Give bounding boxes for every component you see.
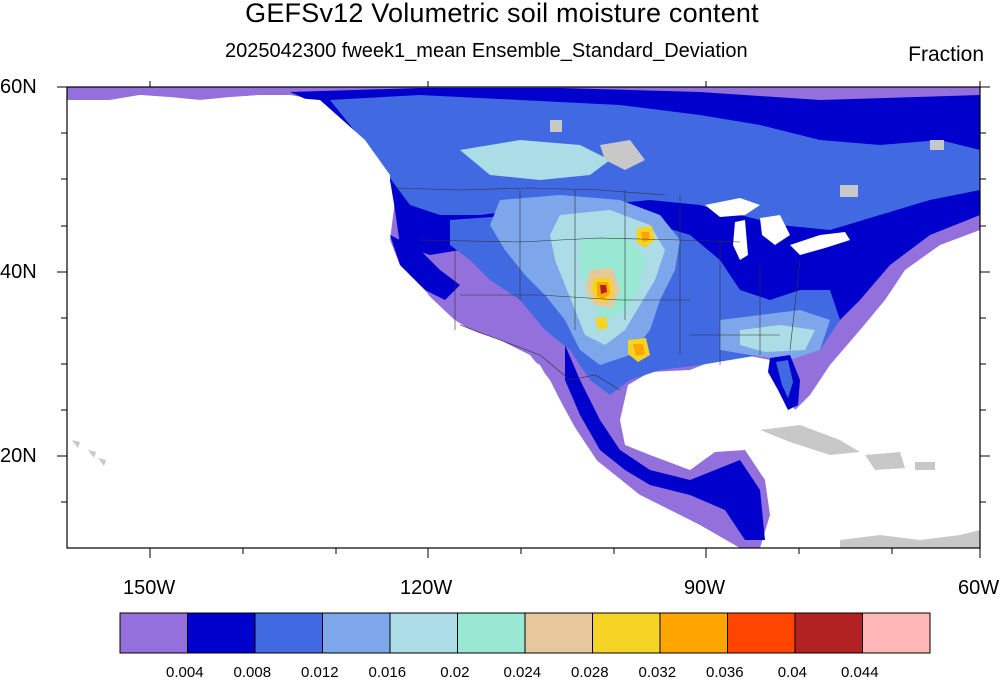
colorbar-tick-label: 0.004	[166, 664, 204, 681]
red-spot-colorado	[600, 285, 607, 294]
lon-ticks	[149, 81, 981, 558]
aqua-region-north	[460, 140, 610, 180]
blue-region-mexico	[565, 345, 765, 540]
colorbar-tick-label: 0.008	[233, 664, 272, 681]
colorbar-swatch	[187, 612, 256, 654]
lat-ticks	[57, 86, 990, 503]
colorbar-swatch	[592, 612, 661, 654]
orange-spot-nebraska	[641, 232, 650, 242]
colorbar-tick-label: 0.012	[301, 664, 339, 681]
gray-patch-canada-2	[930, 140, 944, 150]
lat-label-60n: 60N	[0, 76, 37, 98]
south-america-coast	[840, 530, 980, 548]
pacific-ocean	[67, 95, 740, 548]
lake-erie-ontario	[790, 232, 850, 255]
lon-label-150w: 150W	[123, 577, 176, 599]
gray-patch-canada-1	[840, 185, 858, 197]
map-title: GEFSv12 Volumetric soil moisture content	[245, 0, 759, 28]
colorbar-tick-label: 0.028	[571, 664, 609, 681]
colorbar-tick-label: 0.032	[638, 664, 677, 681]
colorbar-swatch	[322, 612, 391, 654]
colorbar-tick-label: 0.04	[777, 664, 807, 681]
gulf-of-mexico	[632, 372, 790, 455]
lon-label-60w: 60W	[958, 577, 1000, 599]
map-subtitle: 2025042300 fweek1_mean Ensemble_Standard…	[225, 40, 748, 62]
puerto-rico	[915, 462, 935, 470]
colorbar-tick-label: 0.02	[440, 664, 470, 681]
florida-inner	[776, 360, 793, 398]
colorbar-tick-label: 0.016	[368, 664, 407, 681]
map-field	[67, 87, 980, 548]
colorbar-swatch	[794, 612, 863, 654]
lat-label-20n: 20N	[0, 445, 37, 467]
colorbar-swatch	[727, 612, 796, 654]
colorbar-swatch	[659, 612, 728, 654]
units-label: Fraction	[908, 43, 984, 66]
aqua-region-southeast	[740, 325, 815, 352]
political-borders	[394, 187, 801, 391]
colorbar-swatch	[457, 612, 526, 654]
royalblue-region-north	[330, 95, 980, 230]
lon-label-120w: 120W	[400, 577, 453, 599]
cuba	[760, 425, 860, 455]
colorbar-tick-label: 0.036	[706, 664, 744, 681]
lat-label-40n: 40N	[0, 261, 37, 283]
gray-patch-hudson	[600, 140, 645, 170]
lake-michigan	[733, 220, 748, 260]
colorbar-tick-label: 0.044	[841, 664, 879, 681]
yellow-spot-southwest	[595, 317, 608, 330]
lake-huron	[760, 215, 790, 245]
lake-superior	[705, 198, 760, 217]
colorbar-swatch	[862, 612, 931, 654]
atlantic-ocean	[815, 235, 980, 548]
gray-patch-canada-3	[550, 120, 562, 132]
hawaii-islands	[72, 440, 106, 466]
blue-region-west	[390, 235, 460, 300]
colorbar-tick-label: 0.024	[503, 664, 542, 681]
orange-spot-texas	[633, 344, 645, 356]
hispaniola	[865, 452, 905, 470]
lon-label-90w: 90W	[684, 577, 726, 599]
colorbar-swatch	[254, 612, 323, 654]
colorbar-swatch	[524, 612, 593, 654]
colorbar-swatch	[389, 612, 458, 654]
colorbar	[119, 612, 931, 654]
colorbar-swatch	[119, 612, 188, 654]
